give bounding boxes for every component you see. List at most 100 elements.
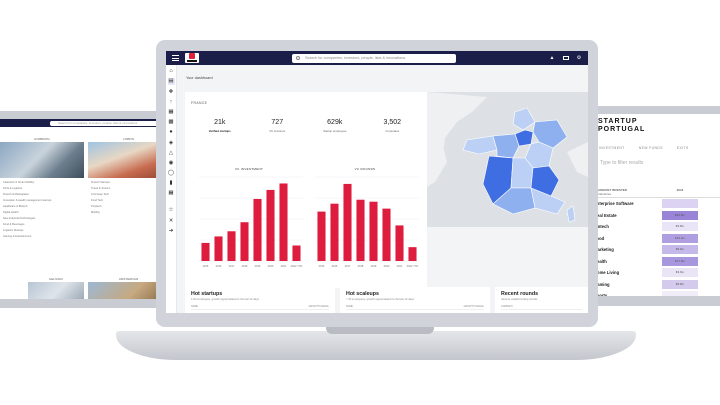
- app-logo[interactable]: [185, 53, 199, 63]
- chart-bar[interactable]: [292, 245, 301, 261]
- map-region[interactable]: [462, 135, 498, 155]
- tools-icon[interactable]: ✕: [168, 217, 174, 224]
- chart-bar[interactable]: [214, 236, 223, 261]
- city-card-homburg[interactable]: HOMBURG Cleantech & Smart Mobility Ports…: [0, 137, 84, 271]
- chart-bar[interactable]: [201, 242, 210, 261]
- table-row[interactable]: Marketing €9.6m: [594, 244, 720, 256]
- amount-cell: €22.8m: [662, 210, 698, 220]
- chart-bar[interactable]: [279, 183, 288, 261]
- list-item[interactable]: Food & Beverages: [3, 223, 25, 226]
- recent-rounds-card[interactable]: Recent rounds Venture capital funding ro…: [495, 287, 588, 313]
- column-header-year[interactable]: 2016: [676, 188, 684, 192]
- list-item[interactable]: Fintech & Marketplace: [3, 193, 29, 196]
- table-row[interactable]: Real Estate €22.8m: [594, 210, 720, 222]
- amount-cell: €9.8m: [662, 279, 698, 289]
- pin-icon[interactable]: ◉: [168, 159, 174, 166]
- chart-bar[interactable]: [408, 247, 417, 261]
- monitor-icon[interactable]: [563, 55, 569, 60]
- column-header[interactable]: AMOUNT INVESTED Industries: [594, 188, 662, 197]
- building-icon[interactable]: ▦: [168, 108, 174, 115]
- list-item[interactable]: Logistics Startups: [3, 229, 24, 232]
- home-icon[interactable]: ⌂: [169, 68, 173, 75]
- breadcrumb[interactable]: Your dashboard: [186, 76, 213, 80]
- database-icon[interactable]: ◯: [167, 170, 175, 177]
- list-item[interactable]: New Industrial Technologies: [3, 217, 36, 220]
- tab-exits[interactable]: EXITS: [676, 146, 689, 150]
- chart-icon[interactable]: ▮: [169, 180, 173, 187]
- grid-icon[interactable]: ▦: [168, 190, 174, 197]
- chart-bar[interactable]: [382, 208, 391, 261]
- kpi-startup-employees[interactable]: 629k Startup employees: [306, 119, 364, 133]
- dashboard-main: Your dashboard FRANCE 21k Verified start…: [177, 65, 588, 313]
- industry-name: Health: [594, 258, 607, 264]
- map-region[interactable]: [566, 205, 576, 223]
- laptop-screen: Search for companies, investors, people,…: [166, 51, 588, 313]
- table-row[interactable]: Home Living €3.6m: [594, 267, 720, 279]
- table-row[interactable]: Fintech €3.8m: [594, 221, 720, 233]
- france-region-map[interactable]: [427, 92, 588, 227]
- list-item[interactable]: Travel & Tourism: [91, 187, 111, 190]
- chart-bar[interactable]: [395, 225, 404, 261]
- chart-bar[interactable]: [343, 183, 352, 261]
- kpi-vc-investors[interactable]: 727 VC investors: [249, 119, 307, 133]
- list-item[interactable]: AI & Deep Tech: [91, 193, 109, 196]
- table-row[interactable]: Health €17.8m: [594, 256, 720, 268]
- list-item[interactable]: Food Tech: [91, 199, 104, 202]
- map-region[interactable]: [512, 107, 536, 131]
- rocket-icon[interactable]: ↑: [169, 98, 173, 105]
- hot-startups-card[interactable]: Hot startups 1-50 employees, growth sign…: [185, 287, 335, 313]
- logout-icon[interactable]: ➜: [168, 227, 174, 234]
- flask-icon[interactable]: △: [168, 149, 174, 156]
- city-card-helsinki[interactable]: HELSINKI: [28, 277, 84, 299]
- chart-bar[interactable]: [356, 199, 365, 261]
- chart-bar[interactable]: [253, 198, 262, 261]
- list-item[interactable]: Healthcare & Biotech: [3, 205, 28, 208]
- kpi-verified-startups[interactable]: 21k Verified startups: [191, 119, 249, 133]
- search-input[interactable]: Search for companies, investors, people,…: [292, 53, 456, 63]
- list-item[interactable]: Gaming & Entertainment: [3, 235, 32, 238]
- hamburger-menu-icon[interactable]: [172, 55, 179, 61]
- map-region[interactable]: [492, 133, 520, 159]
- chart-bar[interactable]: [266, 189, 275, 261]
- chart-bar[interactable]: [227, 231, 236, 261]
- star-icon[interactable]: ☆: [168, 207, 174, 214]
- tab-new-funds[interactable]: NEW FUNDS: [638, 146, 663, 150]
- badge-icon[interactable]: ◈: [168, 139, 174, 146]
- company-icon[interactable]: ▩: [168, 119, 174, 126]
- network-icon[interactable]: ❖: [168, 88, 174, 95]
- city-card-amsterdam[interactable]: AMSTERDAM: [88, 277, 169, 299]
- table-row[interactable]: Food €16.2m: [594, 233, 720, 245]
- settings-gear-icon[interactable]: ⚙: [576, 55, 582, 61]
- chart-bar[interactable]: [240, 222, 249, 261]
- amount-cell: €17.8m: [662, 256, 698, 266]
- hot-scaleups-card[interactable]: Hot scaleups > 50 employees, growth sign…: [340, 287, 490, 313]
- chart-bar[interactable]: [317, 211, 326, 261]
- list-item[interactable]: Proptech: [91, 205, 102, 208]
- kpi-corporates[interactable]: 3,502 Corporates: [364, 119, 422, 133]
- industry-name: Gaming: [594, 281, 610, 287]
- chart-bar[interactable]: [369, 201, 378, 261]
- list-item[interactable]: Ports & Logistics: [3, 187, 23, 190]
- table-header: AMOUNT INVESTED Industries 2016: [594, 188, 720, 198]
- table-row[interactable]: Sports: [594, 290, 720, 296]
- left-search-input[interactable]: Search for companies, investors, people,…: [50, 120, 165, 126]
- industry-name: Enterprise Software: [594, 201, 634, 207]
- list-item[interactable]: Fintech Startups: [91, 181, 110, 184]
- table-row[interactable]: Enterprise Software: [594, 198, 720, 210]
- filter-input[interactable]: Type to filter results: [600, 160, 644, 166]
- map-region[interactable]: [530, 187, 566, 215]
- tick-label: 2018: [242, 264, 248, 268]
- city-card-lisbon[interactable]: LISBON Fintech Startups Travel & Tourism…: [88, 137, 169, 247]
- list-item[interactable]: Mobility: [91, 211, 100, 214]
- vc-investment-chart: VC INVESTMENT 2015 2016 2017 2018 2019 2020 20…: [191, 167, 307, 273]
- list-item[interactable]: Cleantech & Smart Mobility: [3, 181, 35, 184]
- table-row[interactable]: Gaming €9.8m: [594, 279, 720, 291]
- list-item[interactable]: Innovation & wealth management startups: [3, 199, 52, 202]
- chart-bar[interactable]: [330, 203, 339, 261]
- dashboard-icon[interactable]: ▤: [167, 78, 175, 86]
- map-region[interactable]: [530, 165, 560, 197]
- tab-vc-investment[interactable]: VC INVESTMENT: [592, 146, 625, 150]
- list-item[interactable]: Digital Health: [3, 211, 19, 214]
- notification-icon[interactable]: ▲: [549, 55, 555, 61]
- people-icon[interactable]: ●: [169, 129, 173, 136]
